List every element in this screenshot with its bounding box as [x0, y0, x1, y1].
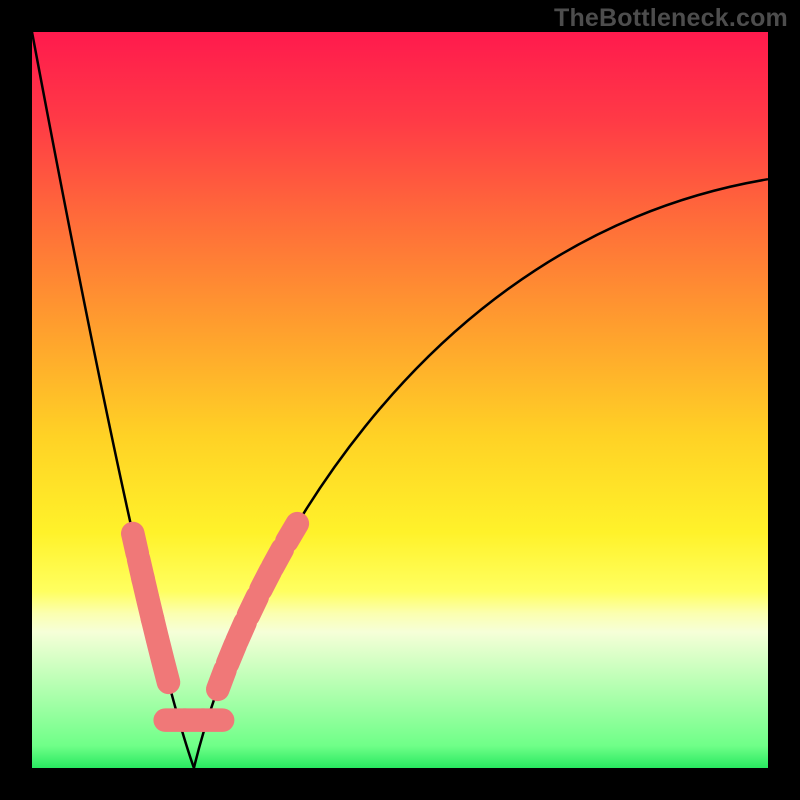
plot-area — [32, 32, 768, 768]
watermark-text: TheBottleneck.com — [554, 4, 788, 33]
marker-bottom-2 — [190, 708, 234, 732]
figure-root: TheBottleneck.com — [0, 0, 800, 800]
bottleneck-chart — [0, 0, 800, 800]
